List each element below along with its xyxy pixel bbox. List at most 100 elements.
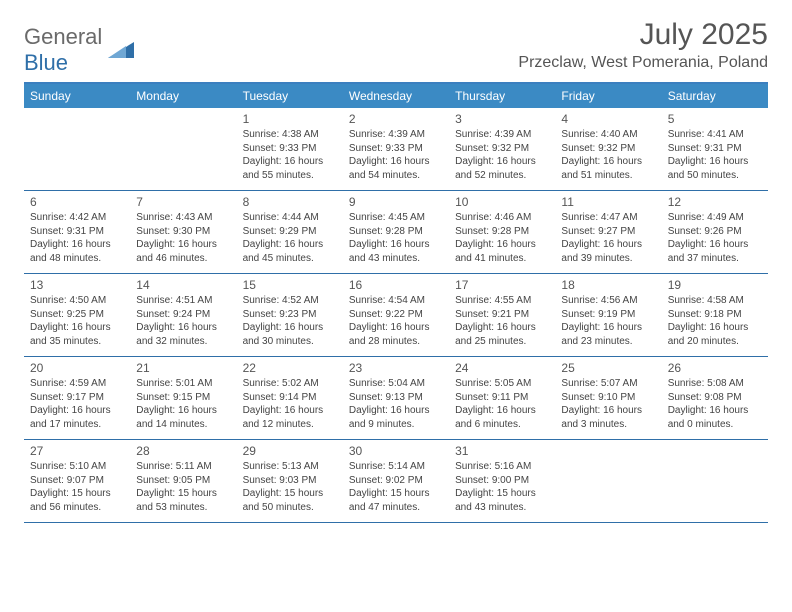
sunset-text: Sunset: 9:24 PM	[136, 308, 230, 322]
day-cell: 15Sunrise: 4:52 AMSunset: 9:23 PMDayligh…	[237, 274, 343, 356]
day-cell: 27Sunrise: 5:10 AMSunset: 9:07 PMDayligh…	[24, 440, 130, 522]
sunrise-text: Sunrise: 4:45 AM	[349, 211, 443, 225]
sunrise-text: Sunrise: 5:08 AM	[668, 377, 762, 391]
dow-sunday: Sunday	[24, 84, 130, 108]
daylight-text: Daylight: 16 hours and 23 minutes.	[561, 321, 655, 348]
day-number: 21	[136, 361, 230, 375]
day-cell: 20 Sunrise: 4:59 AMSunset: 9:17 PMDayligh…	[24, 357, 130, 439]
daylight-text: Daylight: 16 hours and 17 minutes.	[30, 404, 124, 431]
day-number: 15	[243, 278, 337, 292]
sunset-text: Sunset: 9:32 PM	[561, 142, 655, 156]
calendar: Sunday Monday Tuesday Wednesday Thursday…	[24, 82, 768, 523]
day-number: 1	[243, 112, 337, 126]
week-row: 13Sunrise: 4:50 AMSunset: 9:25 PMDayligh…	[24, 274, 768, 357]
sunset-text: Sunset: 9:10 PM	[561, 391, 655, 405]
sunset-text: Sunset: 9:07 PM	[30, 474, 124, 488]
sunrise-text: Sunrise: 4:59 AM	[30, 377, 124, 391]
sunrise-text: Sunrise: 4:39 AM	[455, 128, 549, 142]
daylight-text: Daylight: 16 hours and 12 minutes.	[243, 404, 337, 431]
sunset-text: Sunset: 9:27 PM	[561, 225, 655, 239]
sunset-text: Sunset: 9:26 PM	[668, 225, 762, 239]
dow-friday: Friday	[555, 84, 661, 108]
daylight-text: Daylight: 15 hours and 50 minutes.	[243, 487, 337, 514]
day-cell: 7Sunrise: 4:43 AMSunset: 9:30 PMDaylight…	[130, 191, 236, 273]
sunrise-text: Sunrise: 4:38 AM	[243, 128, 337, 142]
daylight-text: Daylight: 16 hours and 45 minutes.	[243, 238, 337, 265]
day-cell: 2Sunrise: 4:39 AMSunset: 9:33 PMDaylight…	[343, 108, 449, 190]
day-cell: 29Sunrise: 5:13 AMSunset: 9:03 PMDayligh…	[237, 440, 343, 522]
sunset-text: Sunset: 9:11 PM	[455, 391, 549, 405]
sunset-text: Sunset: 9:30 PM	[136, 225, 230, 239]
sunset-text: Sunset: 9:31 PM	[668, 142, 762, 156]
sunrise-text: Sunrise: 4:49 AM	[668, 211, 762, 225]
day-cell: 18Sunrise: 4:56 AMSunset: 9:19 PMDayligh…	[555, 274, 661, 356]
sunset-text: Sunset: 9:02 PM	[349, 474, 443, 488]
daylight-text: Daylight: 16 hours and 43 minutes.	[349, 238, 443, 265]
title-block: July 2025 Przeclaw, West Pomerania, Pola…	[518, 18, 768, 72]
day-cell: 30 Sunrise: 5:14 AMSunset: 9:02 PMDayligh…	[343, 440, 449, 522]
sunrise-text: Sunrise: 5:04 AM	[349, 377, 443, 391]
sunset-text: Sunset: 9:28 PM	[455, 225, 549, 239]
sunrise-text: Sunrise: 4:52 AM	[243, 294, 337, 308]
day-number: 24	[455, 361, 549, 375]
daylight-text: Daylight: 16 hours and 35 minutes.	[30, 321, 124, 348]
dow-monday: Monday	[130, 84, 236, 108]
week-row: 27Sunrise: 5:10 AMSunset: 9:07 PMDayligh…	[24, 440, 768, 523]
sunrise-text: Sunrise: 5:05 AM	[455, 377, 549, 391]
day-cell: 25Sunrise: 5:07 AMSunset: 9:10 PMDayligh…	[555, 357, 661, 439]
sunrise-text: Sunrise: 5:14 AM	[349, 460, 443, 474]
logo-triangle-icon	[108, 38, 134, 63]
location-text: Przeclaw, West Pomerania, Poland	[518, 54, 768, 72]
day-cell: 17Sunrise: 4:55 AMSunset: 9:21 PMDayligh…	[449, 274, 555, 356]
day-number: 8	[243, 195, 337, 209]
sunrise-text: Sunrise: 4:58 AM	[668, 294, 762, 308]
sunrise-text: Sunrise: 4:43 AM	[136, 211, 230, 225]
sunset-text: Sunset: 9:21 PM	[455, 308, 549, 322]
daylight-text: Daylight: 16 hours and 0 minutes.	[668, 404, 762, 431]
daylight-text: Daylight: 15 hours and 47 minutes.	[349, 487, 443, 514]
dow-tuesday: Tuesday	[237, 84, 343, 108]
sunrise-text: Sunrise: 4:40 AM	[561, 128, 655, 142]
sunrise-text: Sunrise: 4:54 AM	[349, 294, 443, 308]
day-number: 31	[455, 444, 549, 458]
day-cell: 22Sunrise: 5:02 AMSunset: 9:14 PMDayligh…	[237, 357, 343, 439]
sunset-text: Sunset: 9:22 PM	[349, 308, 443, 322]
day-number: 30	[349, 444, 443, 458]
daylight-text: Daylight: 16 hours and 28 minutes.	[349, 321, 443, 348]
sunset-text: Sunset: 9:00 PM	[455, 474, 549, 488]
day-number: 26	[668, 361, 762, 375]
sunrise-text: Sunrise: 5:01 AM	[136, 377, 230, 391]
daylight-text: Daylight: 16 hours and 9 minutes.	[349, 404, 443, 431]
sunrise-text: Sunrise: 4:44 AM	[243, 211, 337, 225]
day-number: 20	[30, 361, 124, 375]
day-number: 9	[349, 195, 443, 209]
day-cell: 16Sunrise: 4:54 AMSunset: 9:22 PMDayligh…	[343, 274, 449, 356]
day-cell: 11Sunrise: 4:47 AMSunset: 9:27 PMDayligh…	[555, 191, 661, 273]
day-cell: 26Sunrise: 5:08 AMSunset: 9:08 PMDayligh…	[662, 357, 768, 439]
day-cell	[555, 440, 661, 522]
sunrise-text: Sunrise: 4:42 AM	[30, 211, 124, 225]
dow-wednesday: Wednesday	[343, 84, 449, 108]
month-title: July 2025	[518, 18, 768, 52]
day-cell: 10Sunrise: 4:46 AMSunset: 9:28 PMDayligh…	[449, 191, 555, 273]
sunset-text: Sunset: 9:31 PM	[30, 225, 124, 239]
logo-word-general: General	[24, 24, 102, 49]
day-cell: 19Sunrise: 4:58 AMSunset: 9:18 PMDayligh…	[662, 274, 768, 356]
day-cell: 6Sunrise: 4:42 AMSunset: 9:31 PMDaylight…	[24, 191, 130, 273]
day-cell: 28Sunrise: 5:11 AMSunset: 9:05 PMDayligh…	[130, 440, 236, 522]
daylight-text: Daylight: 16 hours and 6 minutes.	[455, 404, 549, 431]
day-number: 28	[136, 444, 230, 458]
daylight-text: Daylight: 16 hours and 32 minutes.	[136, 321, 230, 348]
sunset-text: Sunset: 9:23 PM	[243, 308, 337, 322]
sunset-text: Sunset: 9:33 PM	[349, 142, 443, 156]
sunrise-text: Sunrise: 4:51 AM	[136, 294, 230, 308]
sunset-text: Sunset: 9:28 PM	[349, 225, 443, 239]
daylight-text: Daylight: 16 hours and 54 minutes.	[349, 155, 443, 182]
day-cell: 9 Sunrise: 4:45 AMSunset: 9:28 PMDaylight…	[343, 191, 449, 273]
daylight-text: Daylight: 15 hours and 43 minutes.	[455, 487, 549, 514]
daylight-text: Daylight: 15 hours and 56 minutes.	[30, 487, 124, 514]
sunset-text: Sunset: 9:17 PM	[30, 391, 124, 405]
sunrise-text: Sunrise: 5:02 AM	[243, 377, 337, 391]
daylight-text: Daylight: 16 hours and 25 minutes.	[455, 321, 549, 348]
day-number: 2	[349, 112, 443, 126]
